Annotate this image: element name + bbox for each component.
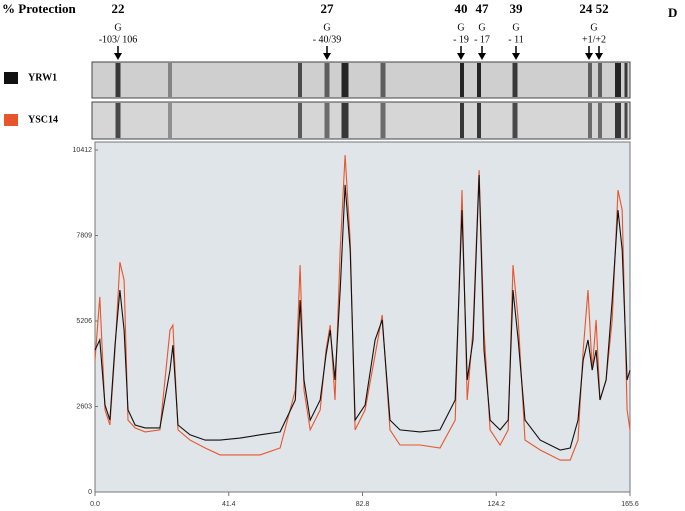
gel-band <box>512 103 518 138</box>
gel-band <box>324 63 330 97</box>
y-tick-label: 7809 <box>76 232 92 239</box>
position-label: - 17 <box>474 34 490 45</box>
x-tick-label: 82.8 <box>356 501 370 508</box>
gel-band <box>588 63 592 97</box>
gel-band <box>115 103 121 138</box>
legend-swatch <box>4 72 18 84</box>
gel-band <box>341 63 349 97</box>
gel-lane <box>91 61 631 99</box>
header: % Protection <box>2 1 77 16</box>
arrow-head <box>114 53 122 60</box>
position-label: - 40/39 <box>313 34 342 45</box>
arrow-head <box>585 53 593 60</box>
plot-area <box>94 141 631 493</box>
trace-line <box>94 174 631 451</box>
y-tick-label: 10412 <box>73 147 93 154</box>
gel-band <box>115 63 121 97</box>
gel-band <box>615 103 621 138</box>
gel-images <box>91 61 631 140</box>
protection-value: 40 <box>455 1 468 16</box>
gel-band <box>624 63 628 97</box>
gel-band <box>624 103 628 138</box>
base-label: G <box>114 22 121 33</box>
gel-band <box>380 103 386 138</box>
protection-value: 39 <box>510 1 524 16</box>
position-label: - 19 <box>453 34 469 45</box>
gel-band <box>477 103 481 138</box>
legend-label: YRW1 <box>28 72 57 83</box>
gel-band <box>341 103 349 138</box>
gel-band <box>460 103 464 138</box>
y-tick-label: 2603 <box>76 403 92 410</box>
gel-band <box>512 63 518 97</box>
base-label: G <box>478 22 485 33</box>
gel-band <box>324 103 330 138</box>
x-tick-label: 165.6 <box>621 501 639 508</box>
gel-band <box>168 63 172 97</box>
base-label: G <box>457 22 464 33</box>
panel-label: D <box>668 5 677 20</box>
base-label: G <box>590 22 597 33</box>
gel-band <box>615 63 621 97</box>
gel-band <box>588 103 592 138</box>
x-tick-label: 124.2 <box>487 501 505 508</box>
legend-label: YSC14 <box>28 114 58 125</box>
gel-band <box>598 63 602 97</box>
protection-value: 27 <box>321 1 335 16</box>
arrow-head <box>323 53 331 60</box>
trace-line <box>94 154 631 461</box>
position-label: +1/+2 <box>582 34 606 45</box>
x-tick-label: 0.0 <box>90 501 100 508</box>
gel-band <box>298 63 302 97</box>
arrow-head <box>512 53 520 60</box>
gel-band <box>460 63 464 97</box>
arrow-head <box>478 53 486 60</box>
gel-band <box>598 103 602 138</box>
arrow-head <box>595 53 603 60</box>
gel-band <box>298 103 302 138</box>
arrow-head <box>457 53 465 60</box>
gel-lane <box>91 101 631 140</box>
gel-band <box>477 63 481 97</box>
gel-band <box>168 103 172 138</box>
position-label: -103/ 106 <box>99 34 138 45</box>
y-tick-label: 5206 <box>76 318 92 325</box>
gel-band <box>380 63 386 97</box>
base-label: G <box>323 22 330 33</box>
legend-swatch <box>4 114 18 126</box>
x-tick-label: 41.4 <box>222 501 236 508</box>
protection-value: 22 <box>112 1 125 16</box>
y-tick-label: 0 <box>88 489 92 496</box>
base-label: G <box>512 22 519 33</box>
protection-value: 24 52 <box>579 1 608 16</box>
protection-value: 47 <box>476 1 490 16</box>
position-label: - 11 <box>508 34 523 45</box>
